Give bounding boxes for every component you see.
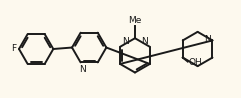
Text: N: N: [141, 37, 148, 46]
Text: N: N: [204, 35, 210, 44]
Text: F: F: [11, 44, 16, 54]
Text: N: N: [122, 37, 129, 46]
Text: Me: Me: [128, 16, 142, 25]
Text: OH: OH: [189, 58, 202, 67]
Text: N: N: [79, 65, 86, 74]
